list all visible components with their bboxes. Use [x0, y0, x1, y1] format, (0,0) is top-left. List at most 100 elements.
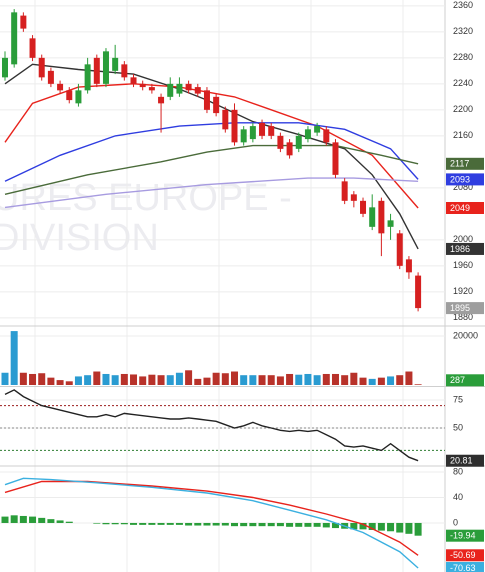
histogram-bar: [111, 522, 119, 525]
histogram-bar: [240, 522, 248, 527]
last-value-box: [446, 562, 484, 572]
histogram-bar: [157, 522, 165, 525]
volume-bar: [175, 372, 183, 385]
volume-bar: [56, 380, 64, 385]
histogram-bar: [221, 522, 229, 526]
candle-body: [130, 77, 137, 84]
volume-bar: [38, 373, 46, 385]
y-tick-label: 75: [453, 394, 463, 404]
last-value-label: 287: [450, 375, 465, 385]
histogram-bar: [1, 516, 9, 523]
volume-bar: [267, 375, 275, 385]
volume-bar: [304, 373, 312, 385]
volume-bar: [10, 331, 18, 385]
candle-body: [259, 122, 266, 136]
watermark: URES EUROPE -: [0, 177, 292, 219]
histogram-bar: [102, 522, 110, 525]
volume-bar: [148, 374, 156, 385]
histogram-bar: [304, 522, 312, 527]
volume-bar: [157, 375, 165, 385]
histogram-bar: [295, 522, 303, 527]
histogram-bar: [93, 522, 101, 524]
last-value-box: [446, 202, 484, 214]
last-value-box: [446, 242, 484, 255]
line-series: [4, 144, 419, 195]
volume-bar: [405, 371, 413, 385]
volume-bar: [331, 373, 339, 385]
histogram-bar: [396, 522, 404, 533]
histogram-bar: [276, 522, 284, 527]
histogram-bar: [194, 522, 202, 526]
candle-body: [185, 83, 192, 91]
candle-body: [213, 96, 220, 114]
last-value-box: [446, 529, 484, 542]
volume-bar: [29, 373, 37, 385]
histogram-bar: [203, 522, 211, 526]
candle-body: [350, 194, 357, 201]
candle-body: [304, 129, 311, 140]
last-value-label: 1895: [450, 303, 470, 313]
volume-bar: [194, 378, 202, 385]
candle-body: [268, 126, 275, 136]
histogram-bar: [185, 522, 193, 526]
candle-body: [66, 90, 73, 101]
histogram-bar: [120, 522, 128, 525]
histogram-bar: [19, 515, 27, 523]
volume-bar: [258, 375, 266, 385]
histogram-bar: [267, 522, 275, 527]
volume-bar: [203, 377, 211, 385]
histogram-bar: [212, 522, 220, 526]
volume-bar: [341, 375, 349, 385]
y-tick-label: 2080: [453, 182, 473, 192]
volume-bar: [74, 376, 82, 385]
y-tick-label: 2160: [453, 130, 473, 140]
y-tick-label: 20000: [453, 330, 478, 340]
histogram-bar: [414, 522, 422, 536]
volume-bar: [130, 374, 138, 385]
candle-body: [286, 142, 293, 156]
last-value-label: 2093: [450, 174, 470, 184]
line-series: [4, 63, 419, 250]
y-tick-label: 50: [453, 422, 463, 432]
candle-body: [38, 57, 45, 78]
volume-bar: [414, 384, 422, 385]
candle-body: [20, 15, 27, 29]
last-value-box: [446, 374, 484, 387]
last-value-box: [446, 454, 484, 467]
candle-body: [360, 200, 367, 214]
y-tick-label: 1880: [453, 312, 473, 322]
candle-body: [222, 109, 229, 130]
volume-bar: [359, 377, 367, 385]
candle-body: [139, 83, 146, 88]
last-value-label: 2049: [450, 203, 470, 213]
volume-bar: [102, 373, 110, 385]
y-tick-label: 40: [453, 492, 463, 502]
candle-body: [378, 200, 385, 234]
volume-bar: [377, 377, 385, 385]
histogram-bar: [47, 519, 55, 523]
histogram-bar: [368, 522, 376, 530]
histogram-bar: [359, 522, 367, 530]
last-value-box: [446, 549, 484, 562]
candle-body: [121, 64, 128, 78]
y-tick-label: 80: [453, 466, 463, 476]
histogram-bar: [56, 520, 64, 523]
line-series: [4, 389, 419, 462]
volume-bar: [286, 373, 294, 385]
candle-body: [415, 275, 422, 309]
histogram-bar: [350, 522, 358, 530]
watermark: DIVISION: [0, 217, 159, 259]
candle-body: [277, 135, 284, 149]
volume-bar: [84, 375, 92, 385]
candle-body: [93, 57, 100, 84]
volume-bar: [350, 372, 358, 385]
line-series: [4, 477, 419, 569]
histogram-bar: [286, 522, 294, 527]
candle-body: [112, 57, 119, 71]
candle-body: [167, 83, 174, 97]
volume-bar: [65, 381, 73, 385]
volume-bar: [368, 378, 376, 385]
histogram-bar: [29, 516, 37, 523]
vertical-grid: [34, 0, 404, 572]
